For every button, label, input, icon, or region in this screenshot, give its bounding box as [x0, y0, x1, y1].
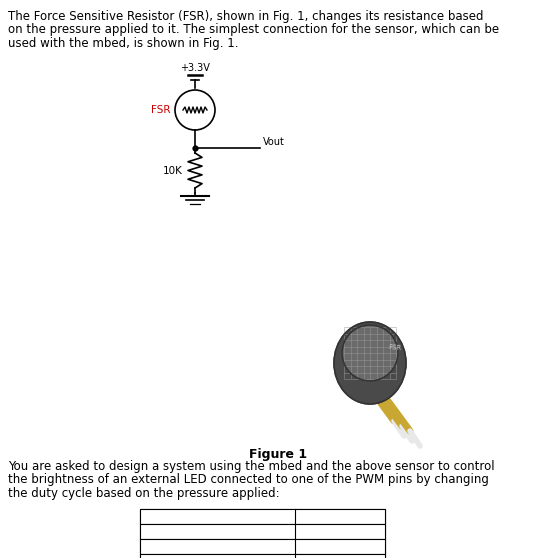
Text: Figure 1: Figure 1 — [249, 448, 307, 461]
Text: The Force Sensitive Resistor (FSR), shown in Fig. 1, changes its resistance base: The Force Sensitive Resistor (FSR), show… — [8, 10, 483, 23]
Text: 10K: 10K — [163, 166, 183, 176]
Bar — [140, 508, 385, 558]
Bar — [140, 523, 385, 538]
Text: You are asked to design a system using the mbed and the above sensor to control: You are asked to design a system using t… — [8, 460, 495, 473]
Text: the brightness of an external LED connected to one of the PWM pins by changing: the brightness of an external LED connec… — [8, 474, 489, 487]
Ellipse shape — [334, 322, 406, 404]
Text: 10%: 10% — [328, 526, 353, 536]
Text: Less than 1.6V: Less than 1.6V — [145, 556, 227, 558]
Bar — [140, 538, 385, 554]
Bar — [140, 508, 385, 523]
Text: the duty cycle based on the pressure applied:: the duty cycle based on the pressure app… — [8, 487, 280, 500]
Circle shape — [342, 325, 398, 381]
Text: +3.3V: +3.3V — [180, 63, 210, 73]
Text: 30%: 30% — [328, 541, 353, 551]
Text: FSR: FSR — [152, 105, 171, 115]
Text: FSR: FSR — [388, 344, 402, 352]
Text: 50%: 50% — [328, 556, 353, 558]
Text: Duty cycle: Duty cycle — [305, 509, 374, 522]
Text: Less than 1V: Less than 1V — [145, 541, 217, 551]
Text: Vout: Vout — [202, 509, 233, 522]
Text: on the pressure applied to it. The simplest connection for the sensor, which can: on the pressure applied to it. The simpl… — [8, 23, 499, 36]
Text: Vout: Vout — [263, 137, 285, 147]
Text: used with the mbed, is shown in Fig. 1.: used with the mbed, is shown in Fig. 1. — [8, 37, 238, 50]
Bar — [140, 554, 385, 558]
Text: Less than 0.2V: Less than 0.2V — [145, 526, 227, 536]
